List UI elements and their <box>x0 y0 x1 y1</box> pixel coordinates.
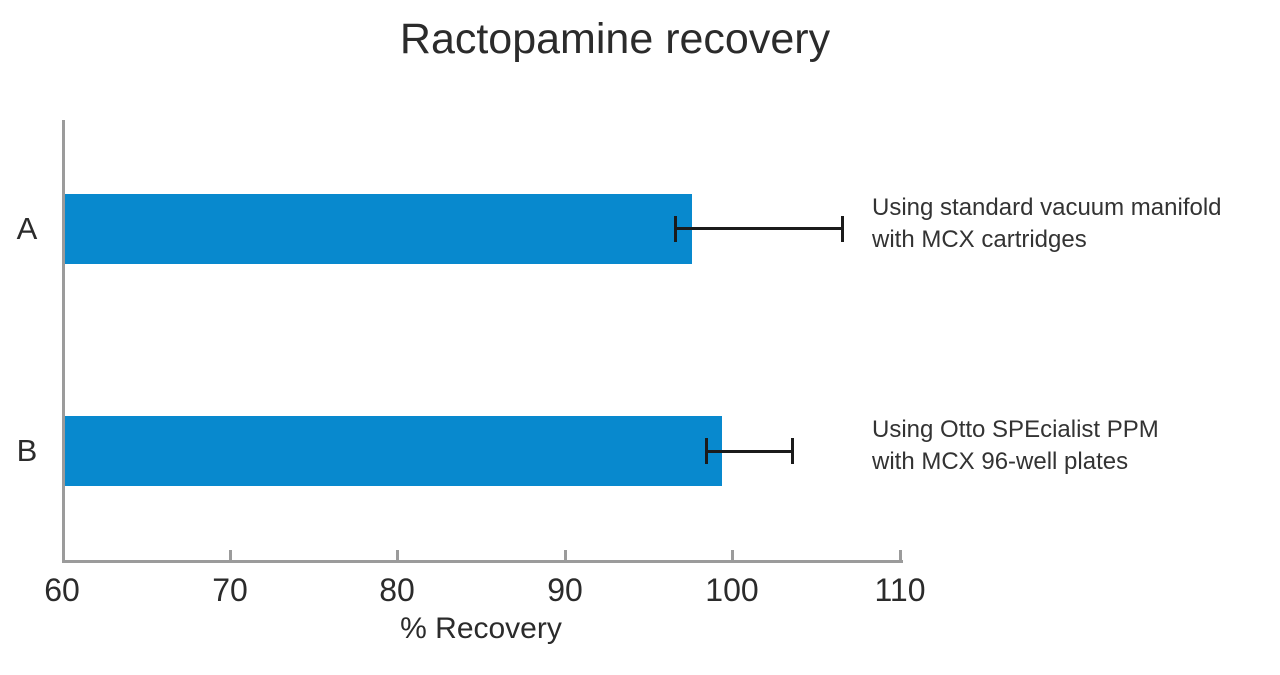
x-axis-tick <box>229 550 232 560</box>
annotation-A: Using standard vacuum manifold with MCX c… <box>872 192 1222 256</box>
category-label-B: B <box>16 433 38 468</box>
x-axis-tick-label: 60 <box>44 572 80 608</box>
x-axis-tick-label: 70 <box>212 572 248 608</box>
annotation-B-line-1: Using Otto SPEcialist PPM <box>872 416 1159 443</box>
y-axis-line <box>62 120 65 563</box>
error-bar-A-cap-low <box>674 216 677 242</box>
category-label-A: A <box>16 211 38 246</box>
annotation-B-line-2: with MCX 96-well plates <box>872 448 1129 475</box>
bar-B <box>65 416 722 486</box>
x-axis-tick-label: 90 <box>547 572 583 608</box>
error-bar-A-cap-high <box>841 216 844 242</box>
x-axis-tick <box>564 550 567 560</box>
x-axis-tick <box>396 550 399 560</box>
x-axis-line <box>62 560 903 563</box>
x-axis-tick-label: 100 <box>705 572 759 608</box>
x-axis-tick <box>899 550 902 560</box>
error-bar-B-line <box>706 450 793 453</box>
annotation-A-line-2: with MCX cartridges <box>872 226 1087 253</box>
x-axis-label: % Recovery <box>400 612 562 645</box>
error-bar-B-cap-low <box>705 438 708 464</box>
x-axis-tick-label: 80 <box>379 572 415 608</box>
annotation-B: Using Otto SPEcialist PPM with MCX 96-wel… <box>872 414 1159 478</box>
bar-A <box>65 194 692 264</box>
x-axis-tick <box>731 550 734 560</box>
error-bar-B-cap-high <box>791 438 794 464</box>
chart-title: Ractopamine recovery <box>399 15 831 63</box>
error-bar-A-line <box>675 227 843 230</box>
annotation-A-line-1: Using standard vacuum manifold <box>872 194 1222 221</box>
x-axis-tick-label: 110 <box>874 572 926 608</box>
